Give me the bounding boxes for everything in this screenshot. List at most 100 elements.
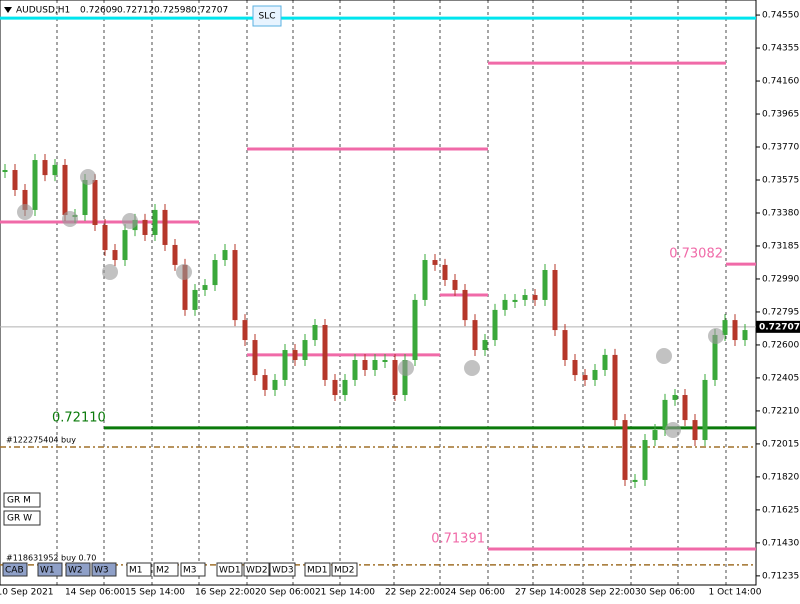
- candle: [172, 244, 178, 265]
- button[interactable]: [3, 510, 41, 526]
- candle: [432, 260, 438, 265]
- button-label[interactable]: CAB: [5, 566, 24, 576]
- candle: [742, 330, 748, 341]
- candle: [382, 360, 388, 362]
- button-label[interactable]: W3: [94, 566, 109, 576]
- candle: [702, 379, 708, 441]
- candle: [662, 399, 668, 431]
- candle: [552, 270, 558, 331]
- candle: [542, 270, 548, 300]
- y-tick-label: 0.72795: [762, 307, 799, 317]
- candle: [642, 440, 648, 480]
- candle: [392, 360, 398, 396]
- x-tick-label: 24 Sep 06:00: [445, 588, 505, 598]
- candle: [52, 164, 58, 176]
- candle: [412, 299, 418, 360]
- button[interactable]: [252, 5, 282, 27]
- button[interactable]: [126, 562, 152, 577]
- button[interactable]: [331, 562, 358, 577]
- y-tick-label: 0.72990: [762, 274, 799, 284]
- candle: [342, 379, 348, 396]
- button-label[interactable]: M1: [129, 566, 143, 576]
- button[interactable]: [216, 562, 243, 577]
- y-tick-label: 0.72405: [762, 373, 799, 383]
- button-label[interactable]: M2: [156, 566, 170, 576]
- candle: [512, 299, 518, 302]
- button[interactable]: [37, 562, 63, 577]
- button[interactable]: [153, 562, 179, 577]
- button-label[interactable]: GR M: [7, 496, 31, 506]
- level-label: 0.71391: [431, 531, 485, 546]
- button[interactable]: [304, 562, 331, 577]
- candle: [582, 375, 588, 380]
- button-label[interactable]: WD2: [246, 566, 268, 576]
- x-tick-label: 20 Sep 06:00: [255, 588, 315, 598]
- candle: [262, 375, 268, 390]
- candle: [362, 360, 368, 370]
- candle: [472, 320, 478, 351]
- x-tick-label: 16 Sep 22:00: [195, 588, 255, 598]
- candle: [712, 334, 718, 380]
- candle: [452, 279, 458, 290]
- button-label[interactable]: MD2: [334, 566, 354, 576]
- quote-value: 0.72712: [117, 6, 154, 16]
- level-label: 0.73082: [669, 247, 723, 262]
- trade-marker: [102, 264, 118, 280]
- candle: [62, 164, 68, 216]
- candle: [232, 250, 238, 321]
- button-label[interactable]: WD1: [219, 566, 241, 576]
- button[interactable]: [180, 562, 206, 577]
- candle: [192, 289, 198, 310]
- candle: [502, 299, 508, 310]
- x-tick-label: 27 Sep 14:00: [515, 588, 575, 598]
- y-tick-label: 0.73575: [762, 176, 799, 186]
- candle: [372, 360, 378, 370]
- button[interactable]: [2, 562, 28, 577]
- button-label[interactable]: SLC: [258, 12, 275, 22]
- candle: [322, 324, 328, 380]
- y-tick-label: 0.71235: [762, 571, 799, 581]
- y-tick-label: 0.74550: [762, 11, 799, 21]
- trade-marker: [176, 264, 192, 280]
- button-label[interactable]: M3: [183, 566, 197, 576]
- button[interactable]: [269, 562, 296, 577]
- candle: [622, 420, 628, 480]
- button-label[interactable]: W1: [40, 566, 55, 576]
- candle: [692, 420, 698, 441]
- button-label[interactable]: WD3: [272, 566, 294, 576]
- candle: [22, 189, 28, 210]
- candle: [112, 250, 118, 261]
- button-label[interactable]: MD1: [307, 566, 327, 576]
- candle: [252, 340, 258, 376]
- candle: [102, 225, 108, 251]
- trade-label: #122275404 buy: [6, 436, 76, 445]
- button[interactable]: [243, 562, 270, 577]
- symbol: AUDUSD,H1: [16, 6, 70, 16]
- y-tick-label: 0.73965: [762, 110, 799, 120]
- candle: [492, 309, 498, 341]
- candle: [482, 340, 488, 351]
- candle: [202, 285, 208, 290]
- button[interactable]: [65, 562, 91, 577]
- trade-marker: [17, 204, 33, 220]
- trade-label: #118631952 buy 0.70: [6, 554, 96, 563]
- y-tick-label: 0.71820: [762, 472, 799, 482]
- candle: [352, 360, 358, 380]
- trade-marker: [62, 211, 78, 227]
- x-tick-label: 21 Sep 14:00: [315, 588, 375, 598]
- button[interactable]: [91, 562, 117, 577]
- x-tick-label: 10 Sep 2021: [0, 588, 54, 598]
- trade-marker: [656, 348, 672, 364]
- level-label: 0.72110: [52, 410, 106, 425]
- price-box: [756, 320, 800, 333]
- button-label[interactable]: GR W: [7, 514, 32, 524]
- y-tick-label: 0.71625: [762, 505, 799, 515]
- x-tick-label: 1 Oct 14:00: [709, 588, 762, 598]
- plot-area: [0, 0, 757, 586]
- candle: [682, 395, 688, 421]
- button-label[interactable]: W2: [68, 566, 83, 576]
- x-tick-label: 22 Sep 22:00: [385, 588, 445, 598]
- candle: [92, 180, 98, 225]
- button[interactable]: [3, 492, 41, 508]
